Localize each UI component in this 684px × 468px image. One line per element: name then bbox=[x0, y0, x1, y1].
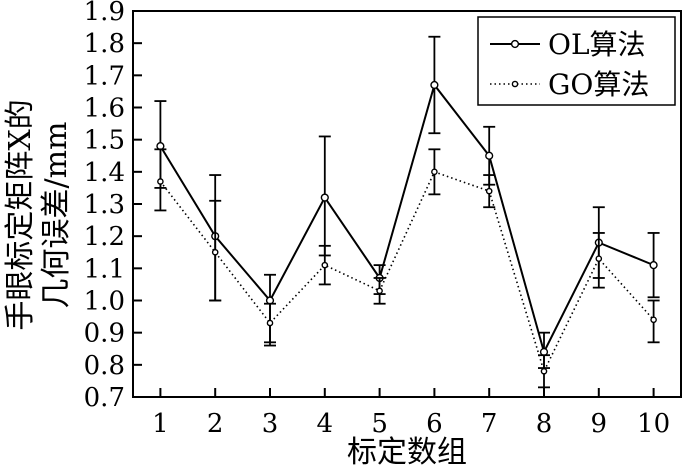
x-tick-label: 8 bbox=[536, 409, 553, 439]
data-point bbox=[485, 151, 494, 160]
data-point bbox=[320, 193, 329, 202]
series-2 bbox=[154, 148, 660, 389]
legend: OL算法 GO算法 bbox=[477, 16, 676, 106]
y-tick-label: 1.0 bbox=[84, 287, 125, 317]
x-tick-label: 10 bbox=[637, 409, 670, 439]
data-point bbox=[431, 168, 438, 176]
data-point bbox=[649, 261, 658, 270]
data-point bbox=[266, 319, 274, 327]
x-ticks: 1 2 3 4 5 6 7 8 9 10 bbox=[152, 388, 670, 439]
x-tick-label: 7 bbox=[481, 409, 498, 439]
data-point bbox=[650, 316, 657, 324]
y-tick-label: 1.4 bbox=[84, 158, 125, 188]
y-tick-label: 1.3 bbox=[84, 190, 125, 220]
y-axis-label: 手眼标定矩阵X的 几何误差/mm bbox=[3, 99, 74, 330]
plot-frame bbox=[132, 10, 682, 398]
series-layer bbox=[154, 35, 660, 389]
y-tick-label: 1.1 bbox=[84, 254, 125, 284]
data-point bbox=[157, 178, 164, 185]
data-point bbox=[321, 261, 329, 269]
x-tick-label: 5 bbox=[371, 409, 388, 439]
y-tick-label: 1.6 bbox=[84, 94, 125, 124]
y-tick-label: 0.8 bbox=[84, 351, 125, 381]
y-tick-label: 1.9 bbox=[84, 0, 125, 27]
data-point bbox=[430, 80, 439, 90]
y-tick-label: 0.7 bbox=[84, 383, 125, 413]
y-tick-label: 1.7 bbox=[84, 61, 125, 91]
data-point bbox=[211, 248, 219, 256]
legend-box bbox=[477, 16, 676, 106]
legend-label-1: OL算法 bbox=[548, 28, 646, 61]
x-axis-label: 标定数组 bbox=[347, 435, 467, 468]
x-tick-label: 6 bbox=[426, 409, 443, 439]
x-tick-label: 2 bbox=[207, 409, 224, 439]
data-point bbox=[376, 287, 383, 295]
y-axis-label-line2: 几何误差/mm bbox=[39, 121, 74, 308]
x-tick-label: 9 bbox=[591, 409, 608, 439]
y-axis-label-line1: 手眼标定矩阵X的 bbox=[3, 99, 38, 330]
series-line bbox=[159, 82, 654, 355]
x-tick-label: 3 bbox=[262, 409, 279, 439]
y-tick-label: 1.5 bbox=[84, 126, 125, 156]
y-ticks: 0.70.80.91.01.11.21.31.41.51.61.71.81.9 bbox=[84, 0, 142, 413]
data-point bbox=[485, 187, 493, 195]
x-tick-label: 1 bbox=[152, 409, 169, 439]
data-point bbox=[540, 367, 548, 375]
y-tick-label: 1.8 bbox=[84, 29, 125, 59]
legend-label-2: GO算法 bbox=[548, 68, 649, 101]
legend-marker-2 bbox=[511, 80, 519, 88]
series-line bbox=[159, 170, 655, 374]
legend-marker-1 bbox=[510, 39, 520, 49]
data-point bbox=[595, 255, 603, 262]
y-tick-label: 0.9 bbox=[84, 319, 125, 349]
y-tick-label: 1.2 bbox=[84, 222, 125, 252]
x-tick-label: 4 bbox=[317, 409, 334, 439]
